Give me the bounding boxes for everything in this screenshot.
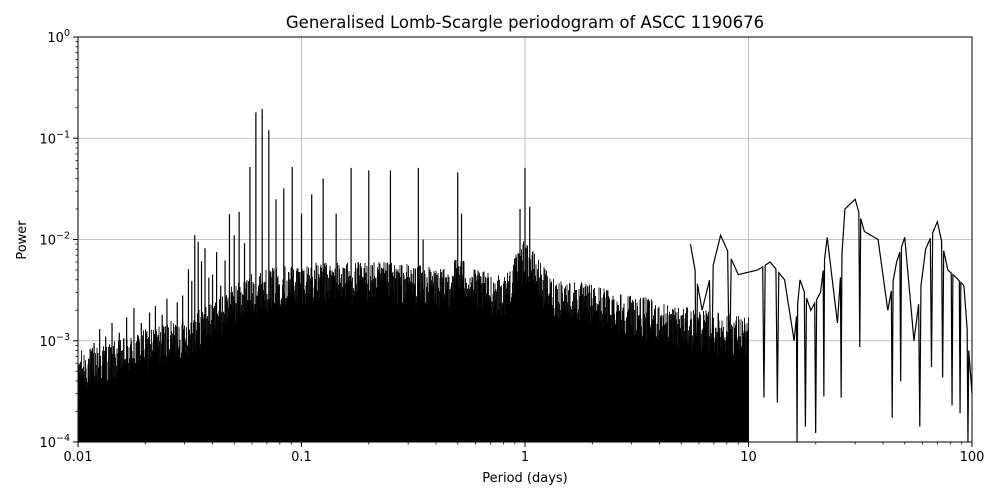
periodogram-long-period-trace [689, 198, 973, 443]
x-tick-label: 0.01 [64, 450, 93, 465]
x-tick-label: 0.1 [291, 450, 312, 465]
chart-title: Generalised Lomb-Scargle periodogram of … [286, 13, 764, 32]
plot-area [77, 108, 973, 443]
x-tick-label: 1 [521, 450, 529, 465]
y-tick-label: 10−1 [39, 129, 70, 147]
x-tick-label: 10 [740, 450, 757, 465]
y-tick-label: 10−2 [39, 231, 70, 249]
y-tick-label: 10−3 [39, 332, 70, 350]
y-tick-label: 10−4 [39, 433, 70, 451]
y-tick-label: 100 [47, 28, 70, 46]
axis-ticks: 0.01 0.1 1 10 100 10−4 10−3 10−2 10−1 100 [39, 28, 984, 465]
x-tick-label: 100 [960, 450, 985, 465]
y-axis-label: Power [15, 220, 30, 260]
x-axis-label: Period (days) [482, 471, 568, 486]
